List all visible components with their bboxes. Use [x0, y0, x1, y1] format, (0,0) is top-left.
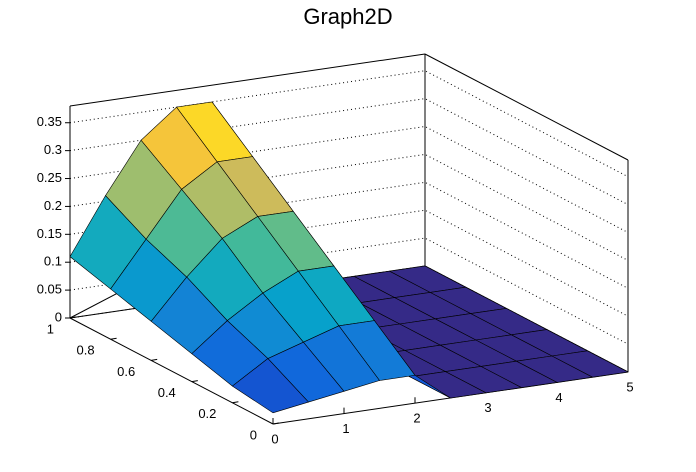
y-tick	[69, 316, 77, 319]
y-tick	[272, 422, 280, 425]
axis-box	[69, 317, 274, 425]
surface-cell	[231, 358, 310, 414]
x-tick-label: 0	[271, 431, 278, 446]
y-tick-label: 0.8	[77, 343, 95, 358]
z-tick-label: 0.15	[37, 226, 62, 241]
x-tick-label: 3	[484, 400, 491, 415]
z-tick-label: 0.3	[44, 142, 62, 157]
y-tick	[191, 380, 198, 383]
chart-title: Graph2D	[303, 4, 392, 29]
y-tick	[232, 401, 239, 404]
y-tick-label: 1	[47, 321, 54, 336]
z-tick-label: 0.25	[37, 170, 62, 185]
x-tick-label: 1	[342, 421, 349, 436]
y-tick-label: 0.4	[158, 385, 176, 400]
z-tick-label: 0.35	[37, 114, 62, 129]
z-tick-label: 0.2	[44, 198, 62, 213]
x-tick-label: 4	[555, 390, 562, 405]
z-tick-label: 0.05	[37, 282, 62, 297]
y-tick	[151, 358, 158, 361]
y-tick-label: 0.2	[198, 406, 216, 421]
y-tick-label: 0	[250, 427, 257, 442]
y-tick	[110, 337, 117, 340]
axis-box	[424, 53, 629, 161]
z-tick-label: 0	[55, 309, 62, 324]
z-tick-label: 0.1	[44, 254, 62, 269]
x-tick-label: 2	[413, 411, 420, 426]
y-tick-label: 0.6	[117, 364, 135, 379]
x-tick-label: 5	[626, 379, 633, 394]
axis-box	[69, 53, 426, 107]
